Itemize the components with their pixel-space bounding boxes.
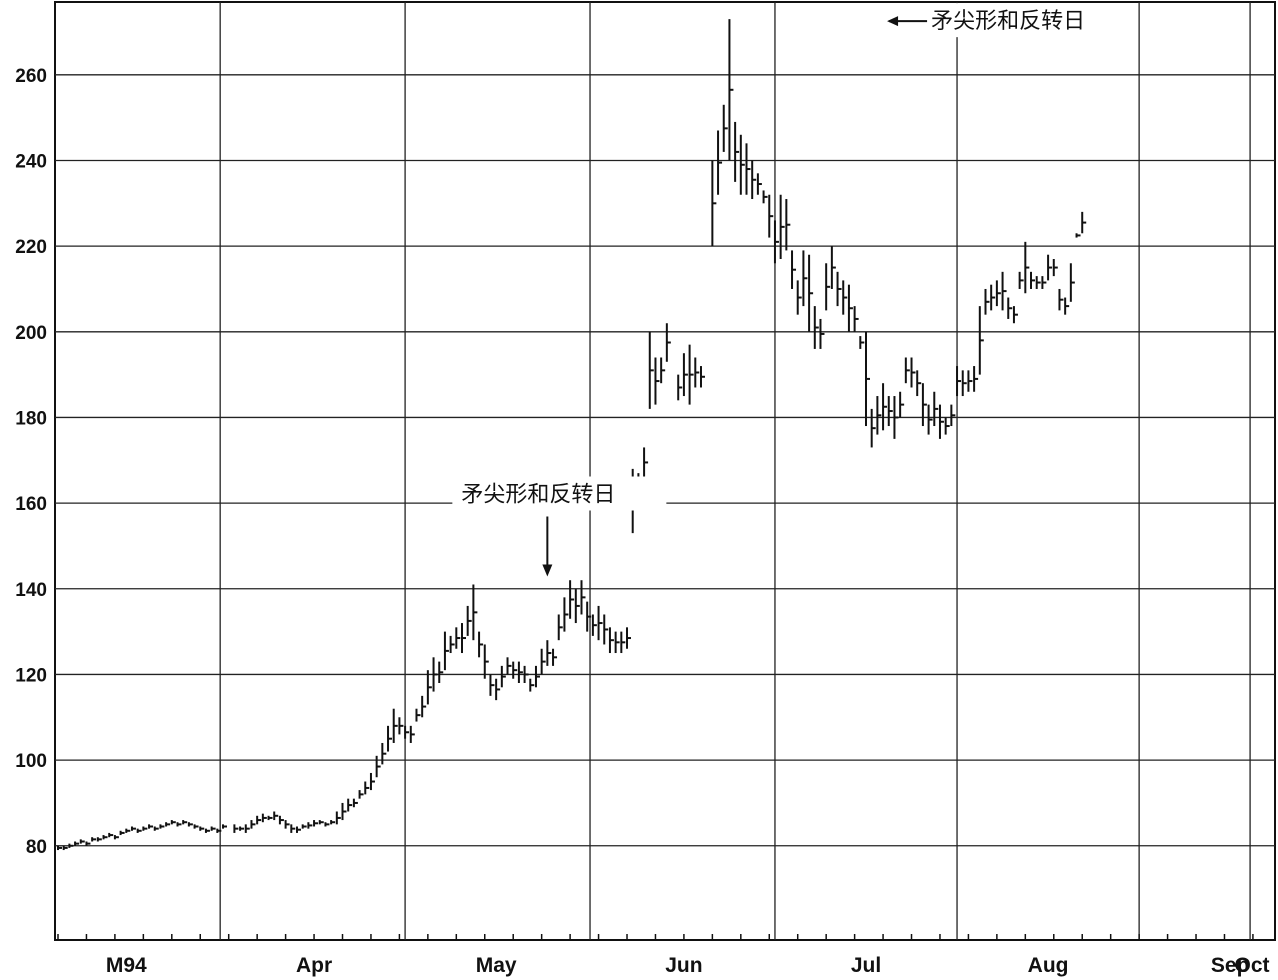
y-tick-label: 200 <box>15 323 47 344</box>
y-tick-label: 240 <box>15 151 47 172</box>
x-tick-label: Apr <box>296 954 332 977</box>
y-tick-label: 220 <box>15 237 47 258</box>
price-bars <box>57 19 1087 851</box>
x-tick-label: Aug <box>1028 954 1069 977</box>
y-tick-label: 140 <box>15 580 47 601</box>
y-tick-label: 100 <box>15 751 47 772</box>
x-tick-label: Sep <box>1211 954 1250 977</box>
x-tick-label: Jun <box>665 954 702 977</box>
y-tick-label: 260 <box>15 66 47 87</box>
x-tick-label: M94 <box>106 954 147 977</box>
y-tick-label: 160 <box>15 494 47 515</box>
y-tick-label: 80 <box>26 837 47 858</box>
y-tick-label: 180 <box>15 408 47 429</box>
annotation-arrowhead <box>887 16 899 27</box>
annotation-arrowhead <box>542 564 553 577</box>
x-tick-label: Oct <box>1234 954 1269 977</box>
annotation-background <box>927 3 1128 38</box>
y-tick-label: 120 <box>15 665 47 686</box>
annotation-background <box>452 476 667 511</box>
x-tick-label: May <box>476 954 517 977</box>
plot-frame <box>54 1 1276 941</box>
x-tick-label: Jul <box>851 954 881 977</box>
annotation-label: 矛尖形和反转日 <box>461 483 615 508</box>
annotation-label: 矛尖形和反转日 <box>931 9 1085 34</box>
